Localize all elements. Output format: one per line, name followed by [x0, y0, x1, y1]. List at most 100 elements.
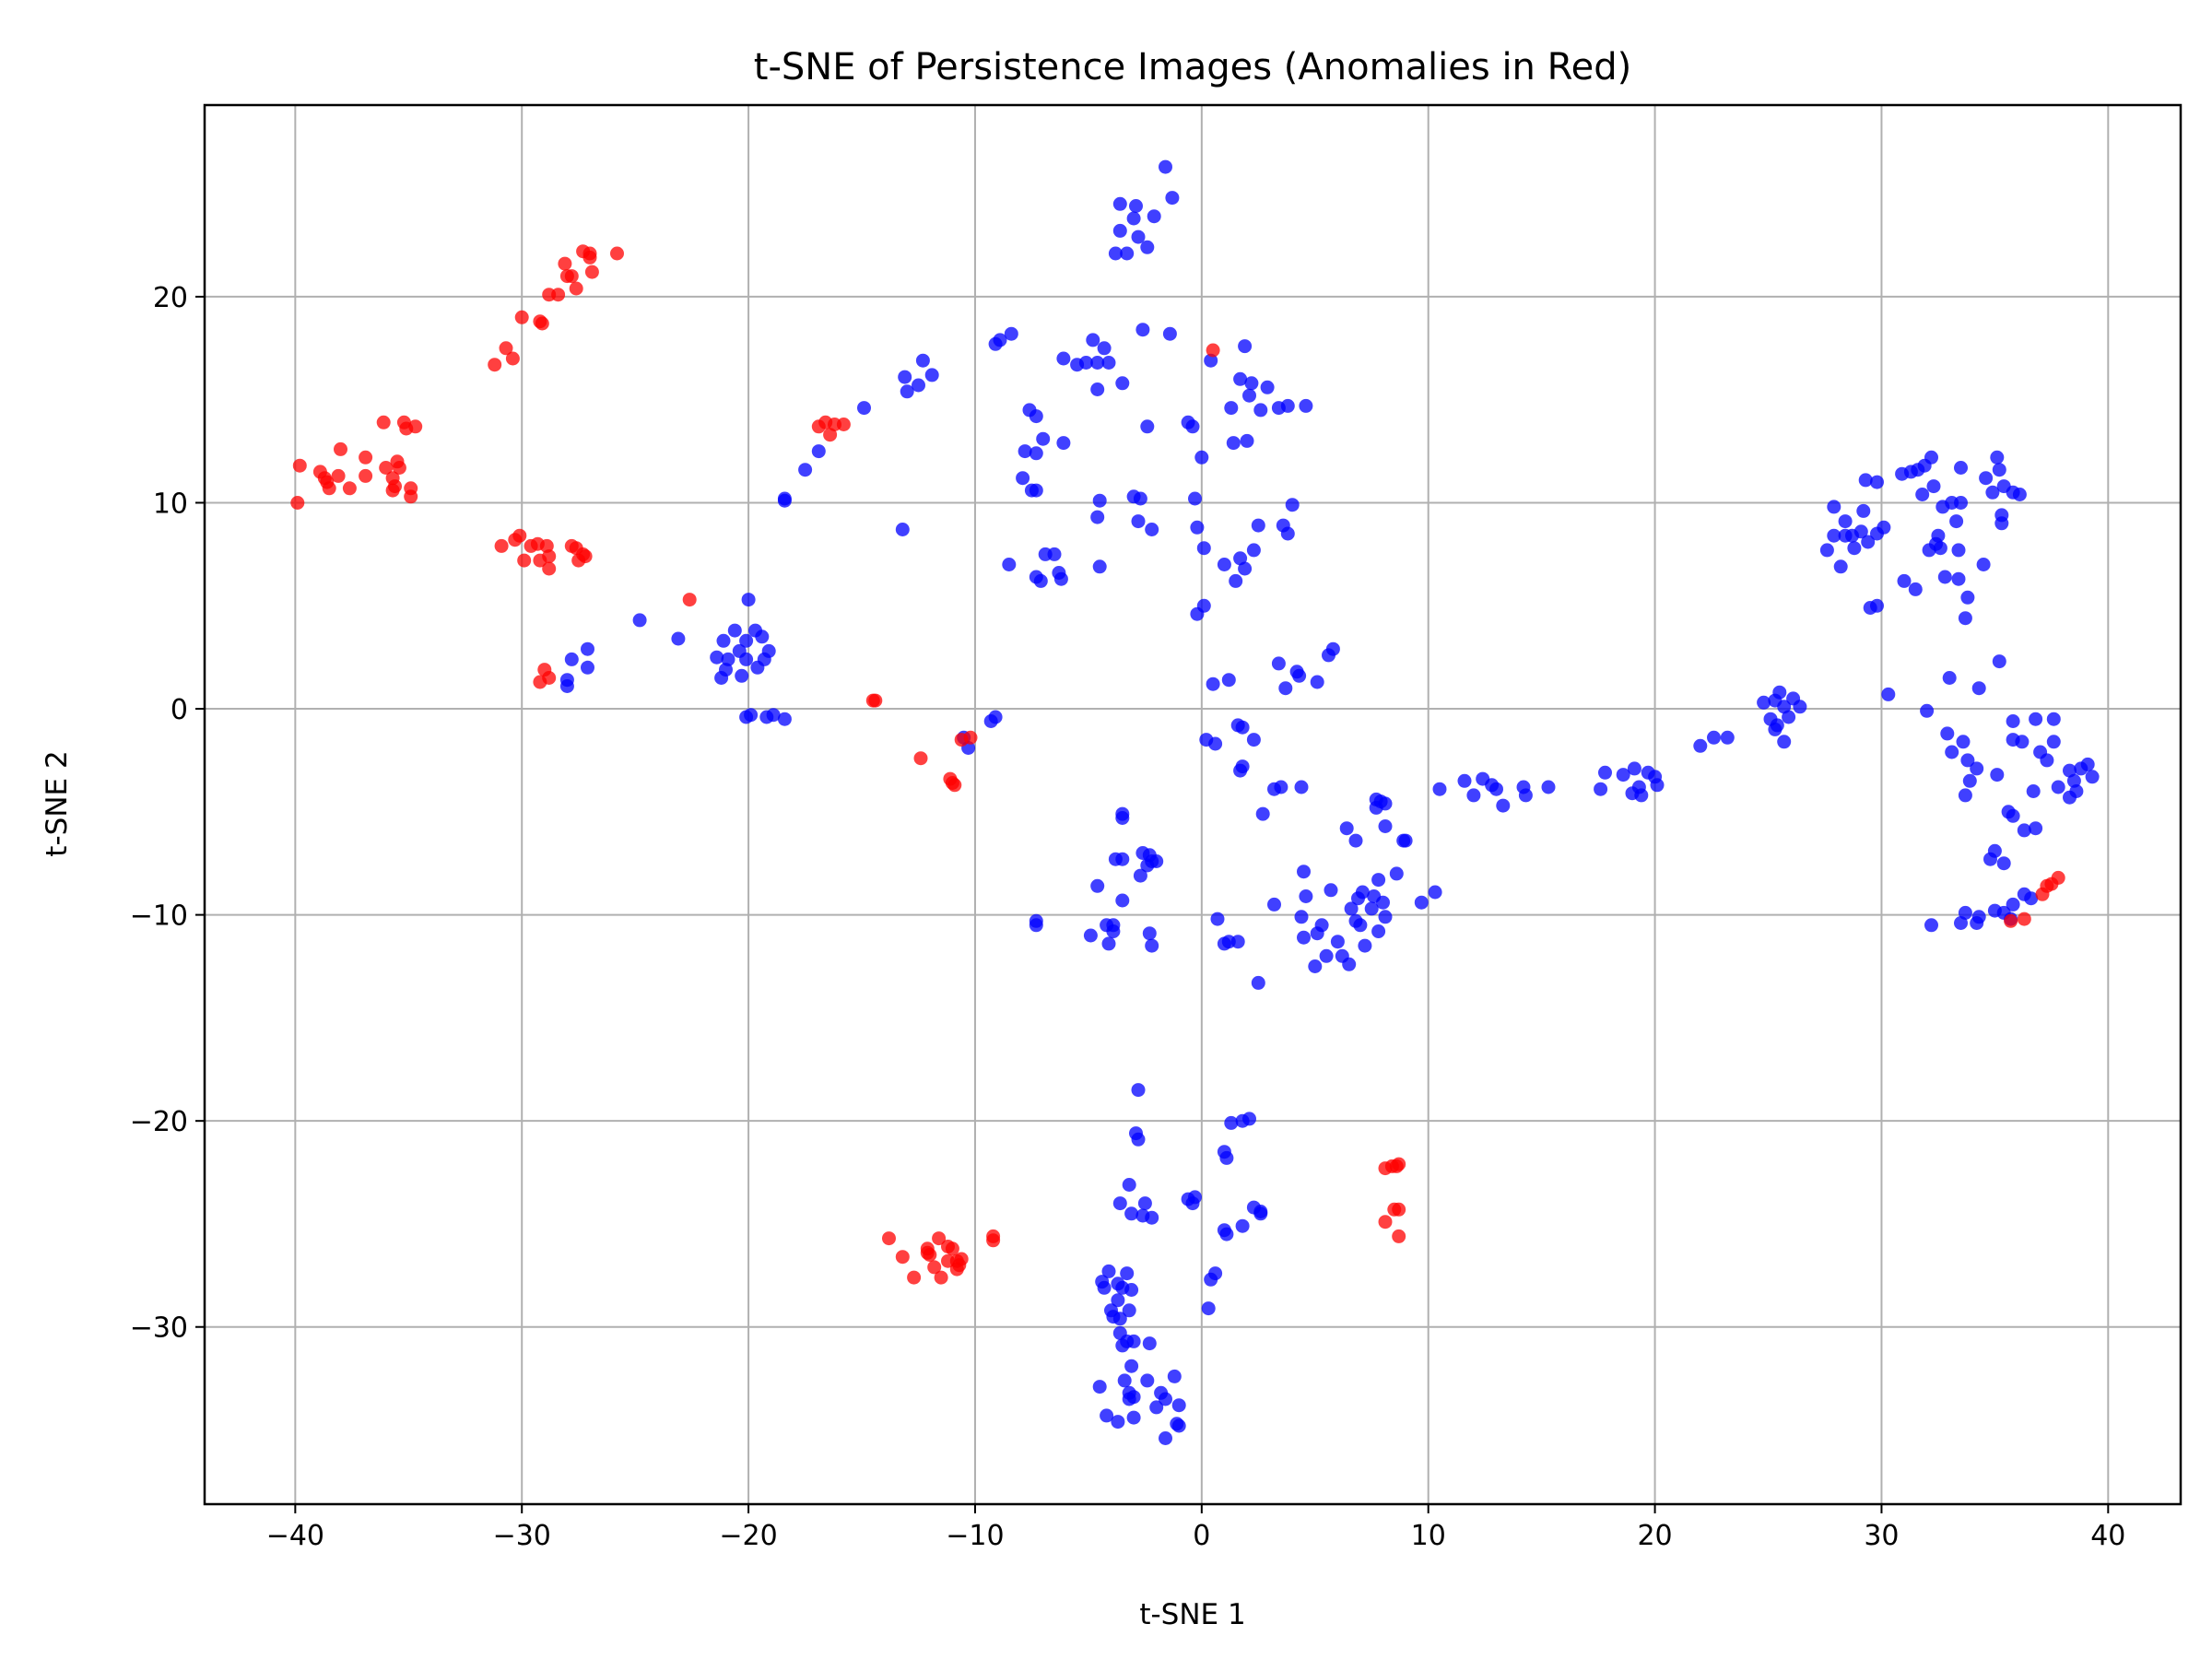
- normal-point: [1233, 551, 1248, 566]
- data-points: [290, 159, 2100, 1445]
- normal-point: [1092, 559, 1107, 574]
- normal-point: [1190, 520, 1205, 535]
- normal-point: [1002, 558, 1017, 571]
- normal-point: [1131, 1083, 1146, 1098]
- normal-point: [1518, 788, 1533, 803]
- normal-point: [1378, 910, 1393, 924]
- normal-point: [1414, 895, 1429, 910]
- normal-point: [2006, 714, 2020, 728]
- normal-point: [1219, 1150, 1234, 1165]
- normal-point: [739, 652, 754, 666]
- normal-point: [1126, 1334, 1141, 1348]
- y-tick-label: 10: [153, 488, 188, 520]
- normal-point: [581, 641, 594, 656]
- normal-point: [1877, 520, 1891, 535]
- normal-point: [1126, 1410, 1141, 1425]
- anomaly-point: [882, 1231, 896, 1246]
- anomaly-point: [558, 256, 572, 271]
- normal-point: [1115, 376, 1130, 391]
- plot-frame: [203, 103, 2183, 1506]
- normal-point: [1897, 573, 1912, 588]
- anomaly-point: [895, 1250, 910, 1265]
- normal-point: [1940, 726, 1955, 741]
- normal-point: [1137, 1196, 1152, 1211]
- anomaly-point: [2051, 870, 2065, 885]
- normal-point: [1707, 730, 1721, 745]
- normal-point: [564, 652, 579, 666]
- normal-point: [1267, 897, 1281, 912]
- normal-point: [1210, 912, 1225, 926]
- normal-point: [1092, 1380, 1107, 1394]
- normal-point: [1920, 703, 1935, 718]
- normal-point: [1238, 339, 1253, 354]
- normal-point: [2063, 790, 2077, 805]
- anomaly-point: [582, 250, 597, 265]
- normal-point: [1185, 1196, 1200, 1211]
- normal-point: [1124, 1283, 1139, 1297]
- normal-point: [1364, 901, 1379, 916]
- anomaly-point: [539, 538, 554, 553]
- normal-point: [710, 650, 724, 665]
- anomaly-point: [376, 415, 391, 429]
- normal-point: [1819, 543, 1834, 558]
- normal-point: [1101, 356, 1116, 370]
- normal-point: [1929, 536, 1943, 551]
- anomaly-point: [488, 358, 502, 372]
- x-tick-label: 10: [1411, 1520, 1446, 1552]
- normal-point: [716, 633, 731, 648]
- normal-point: [777, 493, 792, 508]
- anomaly-point: [408, 419, 423, 434]
- normal-point: [1292, 668, 1307, 683]
- anomaly-point: [1378, 1215, 1393, 1230]
- normal-point: [1960, 590, 1975, 605]
- normal-points: [559, 159, 2100, 1445]
- normal-point: [1135, 323, 1150, 337]
- x-tick-label: 40: [2090, 1520, 2125, 1552]
- normal-point: [1267, 782, 1281, 796]
- normal-point: [1100, 1408, 1114, 1423]
- normal-point: [1131, 229, 1146, 244]
- normal-point: [1956, 735, 1971, 749]
- normal-point: [1389, 866, 1404, 881]
- normal-point: [1376, 895, 1390, 910]
- anomaly-point: [682, 593, 697, 607]
- normal-point: [1133, 868, 1147, 883]
- normal-point: [1294, 780, 1309, 794]
- normal-point: [1196, 598, 1211, 613]
- normal-point: [1188, 491, 1202, 506]
- normal-point: [2085, 770, 2100, 784]
- normal-point: [1650, 778, 1665, 793]
- normal-point: [1029, 918, 1043, 933]
- normal-point: [2029, 712, 2043, 726]
- anomaly-point: [517, 553, 532, 568]
- anomaly-point: [379, 461, 394, 475]
- normal-point: [1022, 403, 1037, 418]
- normal-point: [1353, 918, 1368, 933]
- anomaly-point: [342, 481, 357, 496]
- normal-point: [1926, 479, 1941, 494]
- normal-point: [1238, 561, 1253, 576]
- normal-point: [1987, 843, 2002, 858]
- normal-point: [1976, 558, 1991, 571]
- normal-point: [1960, 753, 1975, 768]
- normal-point: [721, 652, 735, 666]
- normal-point: [1358, 938, 1372, 953]
- normal-point: [1122, 1392, 1136, 1406]
- normal-point: [798, 463, 813, 477]
- normal-point: [1827, 528, 1841, 543]
- anomaly-point: [923, 1248, 937, 1262]
- normal-point: [1122, 1303, 1136, 1318]
- normal-point: [1594, 782, 1608, 796]
- normal-point: [1106, 924, 1121, 938]
- normal-point: [1297, 865, 1311, 879]
- normal-point: [1598, 765, 1612, 780]
- normal-point: [1122, 1178, 1136, 1192]
- normal-point: [1086, 333, 1100, 347]
- normal-point: [1845, 528, 1859, 543]
- normal-point: [1219, 1227, 1234, 1241]
- normal-point: [895, 523, 910, 536]
- normal-point: [1908, 582, 1923, 596]
- normal-point: [1958, 788, 1972, 803]
- normal-point: [1856, 503, 1871, 518]
- normal-point: [1951, 571, 1966, 586]
